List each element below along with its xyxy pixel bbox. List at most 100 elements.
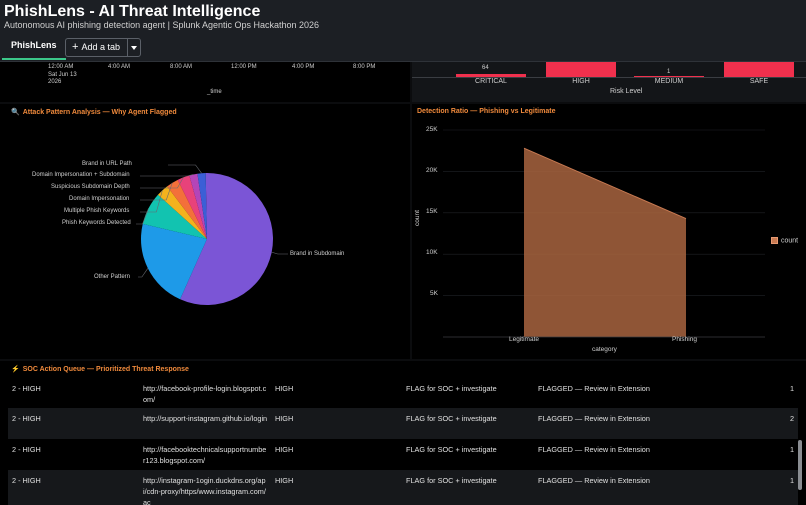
timeline-first-tick: 12:00 AM Sat Jun 13 2026 [48,64,77,87]
pie-slice[interactable] [177,175,207,239]
url-cell[interactable]: http://support-instagram.github.io/login [143,414,268,423]
priority-cell: 2 - HIGH [12,414,41,423]
y-tick-label: 20K [426,167,438,174]
soc-panel-title-text: SOC Action Queue — Prioritized Threat Re… [22,366,189,373]
pie-label: Brand in Subdomain [290,251,345,257]
pie-slice[interactable] [180,173,273,305]
y-tick-label: 25K [426,126,438,133]
search-icon: 🔍 [11,109,20,116]
attack-panel-title-text: Attack Pattern Analysis — Why Agent Flag… [22,109,177,116]
tick-label: 4:00 PM [292,64,315,70]
pie-leader-line [168,164,202,174]
pie-slice[interactable] [141,223,207,300]
action-cell: FLAG for SOC + investigate [406,445,497,454]
y-tick-label: 10K [426,249,438,256]
count-cell: 1 [789,476,794,485]
pie-slice[interactable] [189,173,207,239]
severity-cell: HIGH [275,476,294,485]
pie-label: Brand in URL Path [82,161,132,167]
status-cell: FLAGGED — Review in Extension [538,414,650,423]
category-label: MEDIUM [654,78,684,85]
severity-cell: HIGH [275,414,294,423]
table-row[interactable]: 2 - HIGH http://facebook-profile-login.b… [8,378,798,408]
timeline-panel: 12:00 AM Sat Jun 13 2026 4:00 AM 8:00 AM… [0,62,410,102]
bar-safe[interactable] [724,62,794,77]
pie-leader-line [140,182,173,201]
priority-cell: 2 - HIGH [12,445,41,454]
priority-cell: 2 - HIGH [12,476,41,485]
count-cell: 2 [789,414,794,423]
pie-slice[interactable] [197,173,207,239]
detection-ratio-panel: Detection Ratio — Phishing vs Legitimate [412,104,806,359]
pie-label: Domain Impersonation [69,196,130,202]
pie-label: Phish Keywords Detected [62,220,131,226]
action-cell: FLAG for SOC + investigate [406,384,497,393]
pie-slice[interactable] [167,179,207,239]
tick-label: Sat Jun 13 [48,71,77,78]
pie-leader-line [271,251,288,255]
pie-label: Multiple Phish Keywords [64,208,130,214]
bar-medium[interactable] [634,76,704,77]
soc-panel-header: ⚡ SOC Action Queue — Prioritized Threat R… [0,361,806,378]
category-label: CRITICAL [475,78,507,85]
data-label-medium: 1 [667,69,671,75]
status-cell: FLAGGED — Review in Extension [538,476,650,485]
url-cell[interactable]: http://facebook-profile-login.blogspot.c… [143,384,267,404]
add-tab-button[interactable]: + Add a tab [65,38,127,57]
page-title: PhishLens - AI Threat Intelligence [4,3,261,20]
legend-label: count [781,237,799,245]
priority-cell: 2 - HIGH [12,384,41,393]
pie-leader-line [140,190,163,213]
url-cell[interactable]: http://instagram-1ogin.duckdns.org/api/c… [143,476,266,505]
pie-slice[interactable] [157,186,207,239]
table-scrollbar[interactable] [798,440,802,490]
chart-legend[interactable]: count [771,237,798,244]
y-axis-label: count [414,210,421,226]
add-tab-label: Add a tab [81,42,120,52]
pie-chart [136,164,288,305]
y-tick-label: 5K [430,290,438,297]
table-row[interactable]: 2 - HIGH http://facebooktechnicalsupport… [8,439,798,470]
pie-leader-line [136,208,149,225]
pie-leader-line [140,177,184,189]
category-label: SAFE [749,78,769,85]
timeline-x-label: _time [207,89,222,95]
attack-pattern-panel: 🔍 Attack Pattern Analysis — Why Agent Fla… [0,104,410,359]
attack-panel-title: 🔍 Attack Pattern Analysis — Why Agent Fla… [11,108,177,116]
pie-label: Other Pattern [94,274,131,280]
legend-swatch [771,237,778,244]
status-cell: FLAGGED — Review in Extension [538,445,650,454]
add-tab-dropdown-button[interactable] [127,38,141,57]
severity-cell: HIGH [275,445,294,454]
dashboard-header: PhishLens - AI Threat Intelligence Auton… [0,0,806,62]
axis-line [412,77,806,78]
pie-leader-line [140,174,194,177]
soc-panel-title: ⚡ SOC Action Queue — Prioritized Threat R… [11,365,189,373]
x-tick-label: Phishing [672,336,697,343]
bar-high[interactable] [546,62,616,77]
tick-label: 2026 [48,79,62,85]
risk-level-panel: 64 1 CRITICAL HIGH MEDIUM SAFE Risk Leve… [412,62,806,102]
plus-icon: + [72,41,79,53]
action-cell: FLAG for SOC + investigate [406,476,497,485]
lightning-icon: ⚡ [11,366,20,373]
pie-label: Suspicious Subdomain Depth [51,184,130,190]
pie-slice[interactable] [142,194,207,239]
tick-label: 4:00 AM [108,64,131,70]
x-tick-label: Legitimate [509,336,539,343]
action-cell: FLAG for SOC + investigate [406,414,497,423]
y-tick-label: 15K [426,208,438,215]
tick-label: 12:00 AM [48,64,74,70]
risk-x-label: Risk Level [610,88,643,95]
ratio-panel-title: Detection Ratio — Phishing vs Legitimate [417,108,556,115]
x-axis-label: category [592,346,617,353]
bar-critical[interactable] [456,74,526,77]
url-cell[interactable]: http://facebooktechnicalsupportnumber123… [143,445,267,465]
severity-cell: HIGH [275,384,294,393]
table-row[interactable]: 2 - HIGH http://support-instagram.github… [8,408,798,439]
tab-phishlens[interactable]: PhishLens [2,37,66,60]
table-row[interactable]: 2 - HIGH http://instagram-1ogin.duckdns.… [8,470,798,505]
status-cell: FLAGGED — Review in Extension [538,384,650,393]
pie-label: Domain Impersonation + Subdomain [32,172,130,178]
